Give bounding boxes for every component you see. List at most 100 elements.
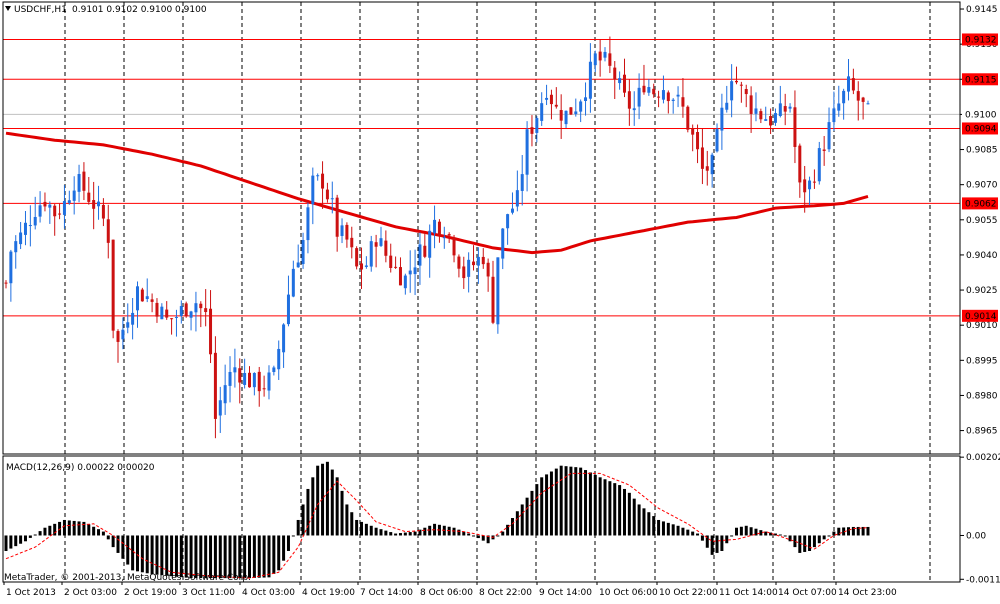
macd-tick-label-1: 0.00 [966, 531, 986, 541]
macd-bar [101, 531, 105, 536]
y-tick-label-5: 0.9070 [966, 181, 998, 191]
candle-body [715, 129, 719, 152]
macd-bar [506, 524, 510, 536]
macd-bar [398, 533, 402, 536]
macd-bar [647, 512, 651, 536]
macd-bar [657, 519, 661, 536]
macd-bar [394, 533, 398, 536]
candle-body [618, 78, 622, 84]
candle-body [861, 97, 865, 102]
macd-bar [710, 535, 714, 555]
candle-body [545, 97, 549, 100]
candle-body [286, 294, 290, 325]
current-price-tag-bg [962, 108, 998, 121]
candle-body [700, 147, 704, 169]
candle-body [340, 225, 344, 236]
symbol-label: USDCHF,H1 [14, 5, 67, 15]
macd-bar [486, 535, 490, 544]
macd-bar [267, 535, 271, 578]
candle-body [413, 267, 417, 275]
macd-bar [735, 527, 738, 536]
triangle-down-icon[interactable] [5, 6, 11, 11]
candle-body [676, 94, 680, 97]
macd-bar [472, 535, 476, 537]
candle-body [121, 329, 125, 340]
candle-body [291, 268, 295, 297]
macd-bar [360, 521, 364, 536]
candle-body [364, 265, 368, 267]
macd-bar [832, 531, 836, 536]
macd-bar [447, 526, 451, 536]
time-axis: 1 Oct 2013 2 Oct 03:00 2 Oct 19:00 3 Oct 11… [3, 582, 897, 598]
macd-bar [321, 463, 325, 536]
macd-bar [389, 532, 393, 536]
macd-bar [535, 484, 539, 536]
candle-body [330, 198, 334, 200]
macd-bar [837, 527, 841, 536]
candle-body [759, 111, 763, 120]
y-tick-label-12: 0.8965 [966, 427, 998, 437]
macd-bar [340, 490, 344, 536]
candle-body [491, 276, 495, 323]
candle-body [218, 400, 222, 416]
macd-bar [228, 535, 232, 579]
candle-body [272, 367, 276, 373]
macd-bar [131, 535, 135, 571]
candle-body [627, 91, 631, 109]
candle-body [467, 259, 471, 277]
candle-body [267, 372, 271, 391]
candle-body [160, 306, 164, 320]
candle-body [540, 103, 544, 121]
macd-bar [252, 535, 256, 578]
macd-bar [618, 485, 622, 536]
macd-bar [676, 525, 680, 536]
macd-bar [43, 527, 47, 536]
candle-body [43, 201, 47, 207]
macd-bar [155, 535, 159, 575]
candle-body [14, 241, 18, 253]
macd-bar [330, 469, 334, 536]
candle-body [170, 318, 174, 320]
candle-body [520, 174, 524, 191]
macd-bar [549, 471, 553, 536]
macd-bar [705, 535, 709, 548]
macd-bar [150, 535, 154, 575]
candle-body [131, 312, 135, 325]
candle-body [350, 237, 354, 248]
candle-body [194, 303, 198, 313]
candle-body [710, 154, 714, 175]
macd-bar [632, 498, 636, 536]
candle-body [223, 385, 227, 404]
candle-body [554, 104, 558, 107]
y-tick-label-9: 0.9010 [966, 321, 998, 331]
macd-bar [842, 527, 846, 536]
macd-bar [861, 526, 865, 536]
candle-body [564, 110, 568, 125]
candle-body [588, 61, 592, 99]
macd-bar [418, 529, 422, 536]
macd-bar [598, 477, 602, 536]
macd-bar [67, 520, 71, 536]
y-tick-label-6: 0.9055 [966, 216, 998, 226]
macd-bar [520, 504, 524, 536]
macd-bar [170, 535, 174, 577]
macd-bar [730, 535, 734, 537]
candle-body [661, 90, 665, 100]
candle-body [579, 101, 583, 112]
macd-bar [462, 531, 466, 536]
candle-body [608, 53, 612, 66]
candle-body [866, 103, 870, 105]
candle-body [179, 306, 183, 316]
candle-body [681, 97, 685, 107]
macd-bar [574, 467, 578, 536]
macd-tick-label-0: 0.00202 [966, 453, 1000, 463]
x-tick-label-12: 11 Oct 14:00 [719, 588, 778, 598]
candle-body [398, 267, 402, 286]
macd-bar [627, 492, 631, 536]
candle-body [496, 257, 500, 325]
macd-bar [452, 527, 456, 536]
level-tag-3: 0.9062 [965, 199, 997, 209]
candle-body [135, 286, 139, 311]
